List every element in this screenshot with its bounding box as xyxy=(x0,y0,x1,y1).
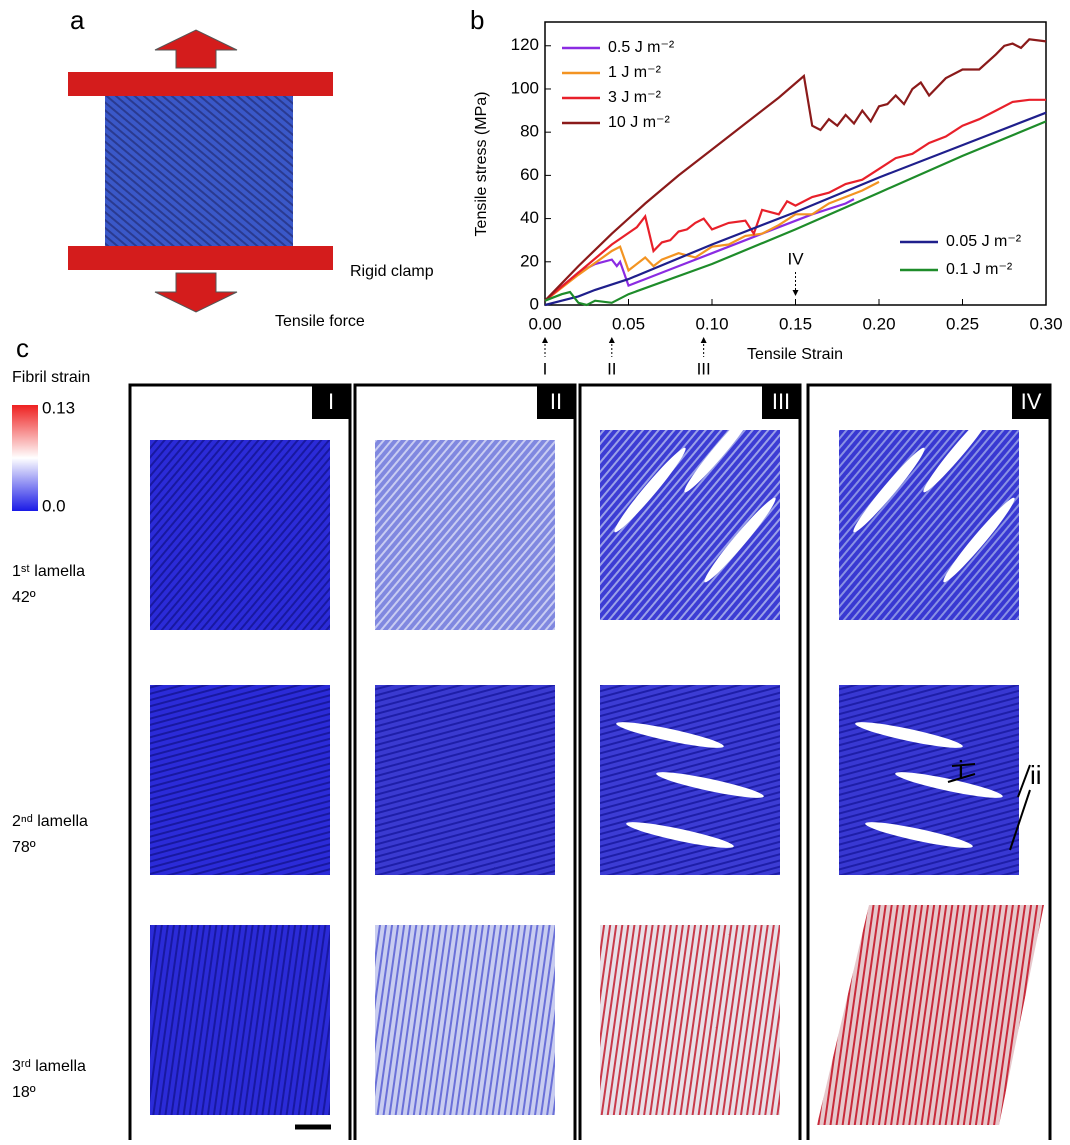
crack xyxy=(656,772,764,798)
crack xyxy=(614,447,686,533)
x-tick-label: 0.00 xyxy=(528,314,561,333)
x-tick-label: 0.25 xyxy=(946,314,979,333)
force-label: Tensile force xyxy=(275,313,365,330)
pointer xyxy=(947,773,976,783)
annotation: III xyxy=(697,359,711,378)
legend-label: 1 J m⁻² xyxy=(608,64,662,81)
annotation: i xyxy=(958,755,964,785)
crack xyxy=(704,497,776,583)
series-line xyxy=(544,98,1046,302)
stage-label: IV xyxy=(1021,389,1042,414)
lamella-image xyxy=(817,905,1044,1125)
lamella-image xyxy=(375,925,555,1115)
colorbar-tick-label: 0.0 xyxy=(42,496,66,515)
lamella-image xyxy=(375,440,555,630)
x-axis-label: Tensile Strain xyxy=(747,346,843,363)
colorbar-tick-label: 0.13 xyxy=(42,398,75,417)
crack xyxy=(684,407,756,493)
crack xyxy=(855,722,963,748)
stage-frame xyxy=(806,383,1052,1145)
colorbar xyxy=(12,405,38,511)
legend-label: 0.1 J m⁻² xyxy=(946,261,1013,278)
panel-label: a xyxy=(70,5,85,35)
x-tick-label: 0.30 xyxy=(1029,314,1062,333)
pointer xyxy=(951,763,976,767)
annotation: IV xyxy=(787,249,804,268)
panel-label: c xyxy=(16,333,29,363)
clamp-label: Rigid clamp xyxy=(350,263,434,280)
x-tick-label: 0.05 xyxy=(612,314,645,333)
lamella-angle: 42º xyxy=(12,589,36,606)
arrow xyxy=(154,272,238,313)
stage-badge xyxy=(762,385,800,419)
crack xyxy=(616,722,724,748)
crack xyxy=(853,447,925,533)
stage-frame xyxy=(578,383,802,1145)
stage-frame xyxy=(128,383,352,1145)
lamella-image xyxy=(150,685,330,875)
y-tick-label: 80 xyxy=(520,122,539,141)
arrow-head xyxy=(608,337,615,343)
colorbar-title: Fibril strain xyxy=(12,369,90,386)
annotation: I xyxy=(543,359,548,378)
y-tick-label: 120 xyxy=(511,35,539,54)
y-tick-label: 20 xyxy=(520,251,539,270)
lamella-image xyxy=(150,440,330,630)
pointer xyxy=(1017,764,1031,798)
arrow-head xyxy=(700,337,707,343)
arrow-head xyxy=(792,290,799,296)
crack xyxy=(923,407,995,493)
legend-label: 0.05 J m⁻² xyxy=(946,233,1022,250)
sample xyxy=(105,96,293,246)
lamella-name: 2ⁿᵈ lamella xyxy=(12,813,88,830)
stage-badge xyxy=(537,385,575,419)
stage-badge xyxy=(1012,385,1050,419)
series-line xyxy=(544,111,1047,307)
series-line xyxy=(544,120,1047,307)
clamp xyxy=(68,246,333,270)
annotation: II xyxy=(607,359,616,378)
series-line xyxy=(544,198,855,302)
legend-label: 0.5 J m⁻² xyxy=(608,39,675,56)
series-line xyxy=(544,180,880,302)
clamp xyxy=(68,72,333,96)
stage-label: II xyxy=(550,389,562,414)
crack xyxy=(943,497,1015,583)
lamella-image xyxy=(375,685,555,875)
lamella-image xyxy=(600,925,780,1115)
arrow xyxy=(154,29,238,69)
pointer xyxy=(1009,789,1031,851)
crack xyxy=(865,822,973,848)
arrow-head xyxy=(542,337,548,343)
stage-label: I xyxy=(328,389,334,414)
stage-label: III xyxy=(772,389,790,414)
stage-frame xyxy=(353,383,577,1145)
x-tick-label: 0.10 xyxy=(695,314,728,333)
annotation: ii xyxy=(1030,760,1042,790)
legend-label: 3 J m⁻² xyxy=(608,89,662,106)
crack xyxy=(895,772,1003,798)
panel-label: b xyxy=(470,5,484,35)
lamella-angle: 78º xyxy=(12,839,36,856)
lamella-image xyxy=(150,925,330,1115)
y-tick-label: 40 xyxy=(520,208,539,227)
x-tick-label: 0.15 xyxy=(779,314,812,333)
y-tick-label: 60 xyxy=(520,165,539,184)
series-line xyxy=(544,38,1047,302)
y-tick-label: 0 xyxy=(530,294,539,313)
legend-label: 10 J m⁻² xyxy=(608,114,670,131)
x-tick-label: 0.20 xyxy=(862,314,895,333)
lamella-angle: 18º xyxy=(12,1084,36,1101)
y-axis-label: Tensile stress (MPa) xyxy=(473,92,490,237)
crack xyxy=(626,822,734,848)
stage-badge xyxy=(312,385,350,419)
lamella-name: 3ʳᵈ lamella xyxy=(12,1058,86,1075)
y-tick-label: 100 xyxy=(511,78,539,97)
lamella-name: 1ˢᵗ lamella xyxy=(12,563,85,580)
